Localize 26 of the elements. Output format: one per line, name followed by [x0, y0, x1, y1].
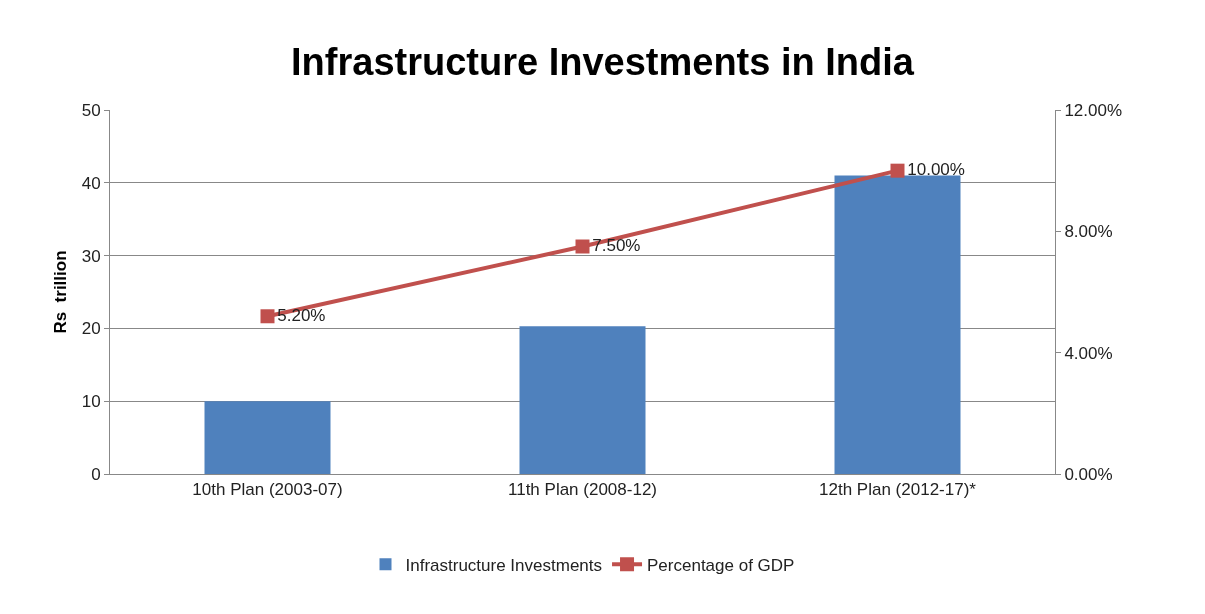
y-tick-label: 50 [81, 100, 101, 120]
bar [204, 401, 331, 474]
chart-title: Infrastructure Investments in India [291, 40, 915, 83]
y-tick-label: 20 [81, 319, 101, 339]
bar [834, 175, 961, 474]
y-tick-label: 10 [81, 392, 101, 412]
point [260, 309, 275, 324]
y-tick-label: 30 [81, 246, 101, 266]
point [575, 239, 590, 254]
y2-tick-label: 4.00% [1064, 343, 1113, 363]
y-tick-label: 40 [81, 173, 101, 193]
data-label: 10.00% [907, 159, 965, 179]
y2-tick-label: 8.00% [1064, 222, 1113, 242]
y-tick-label: 0 [91, 464, 101, 484]
y2-tick-label: 0.00% [1064, 464, 1113, 484]
y-axis-title: Rs trillion [51, 250, 70, 334]
x-tick-label: 10th Plan (2003-07) [192, 480, 343, 500]
point [890, 163, 905, 178]
legend-label: Percentage of GDP [647, 555, 795, 575]
y2-tick-label: 12.00% [1064, 100, 1123, 120]
x-tick-label: 11th Plan (2008-12) [507, 480, 658, 500]
legend-label: Infrastructure Investments [405, 555, 603, 575]
data-label: 7.50% [592, 235, 641, 255]
data-label: 5.20% [277, 305, 326, 325]
x-tick-label: 12th Plan (2012-17)* [819, 480, 977, 500]
bar [519, 326, 646, 474]
